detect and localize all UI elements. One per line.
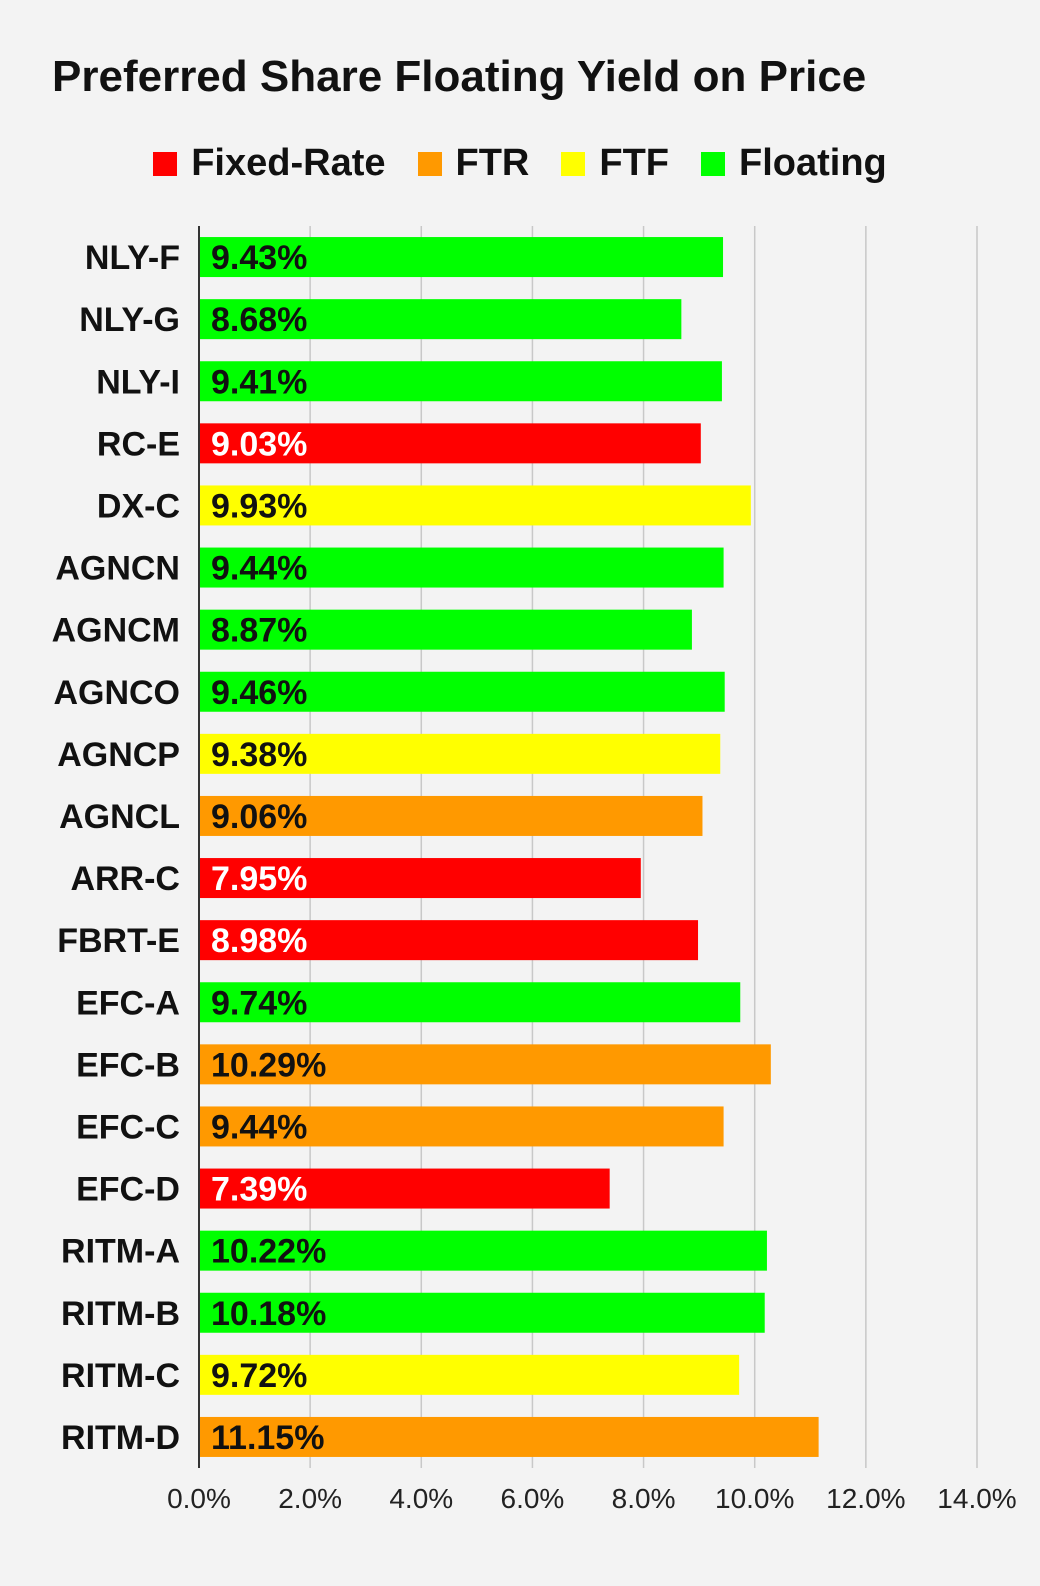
value-label: 7.39% bbox=[211, 1171, 307, 1209]
bar bbox=[199, 858, 641, 899]
category-label: DX-C bbox=[97, 487, 180, 525]
category-label: EFC-B bbox=[76, 1046, 180, 1084]
x-tick-label: 6.0% bbox=[501, 1483, 565, 1514]
bar bbox=[199, 1354, 740, 1395]
value-label: 8.98% bbox=[211, 922, 307, 960]
value-label: 7.95% bbox=[211, 860, 307, 898]
value-label: 9.44% bbox=[211, 1108, 307, 1146]
legend-swatch bbox=[561, 151, 586, 176]
bar bbox=[199, 361, 722, 402]
category-label: RITM-C bbox=[61, 1357, 180, 1395]
category-label: ARR-C bbox=[70, 860, 180, 898]
value-label: 9.93% bbox=[211, 487, 307, 525]
value-label: 9.44% bbox=[211, 550, 307, 588]
legend-item-fixed-rate: Fixed-Rate bbox=[153, 142, 386, 185]
legend-label: Fixed-Rate bbox=[191, 142, 386, 184]
bar bbox=[199, 1292, 765, 1333]
category-label: RITM-A bbox=[61, 1233, 180, 1271]
category-label: EFC-C bbox=[76, 1108, 180, 1146]
x-tick-label: 10.0% bbox=[715, 1483, 794, 1514]
legend-item-ftf: FTF bbox=[561, 142, 669, 185]
bar bbox=[199, 547, 724, 588]
value-label: 9.41% bbox=[211, 363, 307, 401]
legend-swatch bbox=[153, 151, 178, 176]
bar bbox=[199, 1230, 767, 1271]
value-label: 9.72% bbox=[211, 1357, 307, 1395]
category-label: EFC-D bbox=[76, 1171, 180, 1209]
category-label: RITM-B bbox=[61, 1295, 180, 1333]
bar bbox=[199, 237, 724, 278]
value-label: 8.68% bbox=[211, 301, 307, 339]
category-label: RC-E bbox=[97, 425, 180, 463]
category-label: RITM-D bbox=[61, 1419, 180, 1457]
bar bbox=[199, 1044, 771, 1085]
bar bbox=[199, 423, 701, 464]
bar bbox=[199, 1168, 610, 1209]
bar bbox=[199, 671, 725, 712]
chart-title: Preferred Share Floating Yield on Price bbox=[52, 52, 867, 101]
value-label: 9.38% bbox=[211, 736, 307, 774]
value-label: 9.06% bbox=[211, 798, 307, 836]
value-label: 10.29% bbox=[211, 1046, 326, 1084]
legend-item-floating: Floating bbox=[701, 142, 887, 185]
x-tick-label: 8.0% bbox=[612, 1483, 676, 1514]
bar bbox=[199, 299, 682, 340]
legend: Fixed-Rate FTR FTF Floating bbox=[0, 142, 1040, 185]
x-tick-label: 2.0% bbox=[278, 1483, 342, 1514]
legend-item-ftr: FTR bbox=[417, 142, 530, 185]
legend-label: FTR bbox=[455, 142, 530, 184]
category-label: AGNCP bbox=[57, 736, 180, 774]
bar bbox=[199, 1416, 819, 1457]
value-label: 9.46% bbox=[211, 674, 307, 712]
category-label: AGNCL bbox=[59, 798, 180, 836]
legend-swatch bbox=[701, 151, 726, 176]
value-label: 9.74% bbox=[211, 984, 307, 1022]
category-label: AGNCM bbox=[52, 612, 180, 650]
category-label: NLY-F bbox=[85, 239, 180, 277]
bar bbox=[199, 920, 699, 961]
x-tick-label: 0.0% bbox=[167, 1483, 231, 1514]
category-label: FBRT-E bbox=[57, 922, 180, 960]
category-label: EFC-A bbox=[76, 984, 180, 1022]
legend-swatch bbox=[417, 151, 442, 176]
bar bbox=[199, 1106, 724, 1147]
x-tick-label: 12.0% bbox=[826, 1483, 905, 1514]
legend-label: FTF bbox=[599, 142, 670, 184]
legend-label: Floating bbox=[739, 142, 887, 184]
category-label: NLY-G bbox=[79, 301, 180, 339]
value-label: 8.87% bbox=[211, 612, 307, 650]
bar bbox=[199, 609, 692, 650]
category-label: AGNCO bbox=[53, 674, 180, 712]
bar bbox=[199, 795, 703, 836]
value-label: 11.15% bbox=[211, 1419, 324, 1457]
value-label: 9.03% bbox=[211, 425, 307, 463]
value-label: 9.43% bbox=[211, 239, 307, 277]
value-label: 10.22% bbox=[211, 1233, 326, 1271]
bar bbox=[199, 733, 721, 774]
x-tick-label: 4.0% bbox=[389, 1483, 453, 1514]
x-tick-label: 14.0% bbox=[937, 1483, 1016, 1514]
category-label: AGNCN bbox=[55, 550, 180, 588]
category-label: NLY-I bbox=[96, 363, 180, 401]
bar bbox=[199, 485, 751, 526]
bar bbox=[199, 982, 741, 1023]
value-label: 10.18% bbox=[211, 1295, 326, 1333]
